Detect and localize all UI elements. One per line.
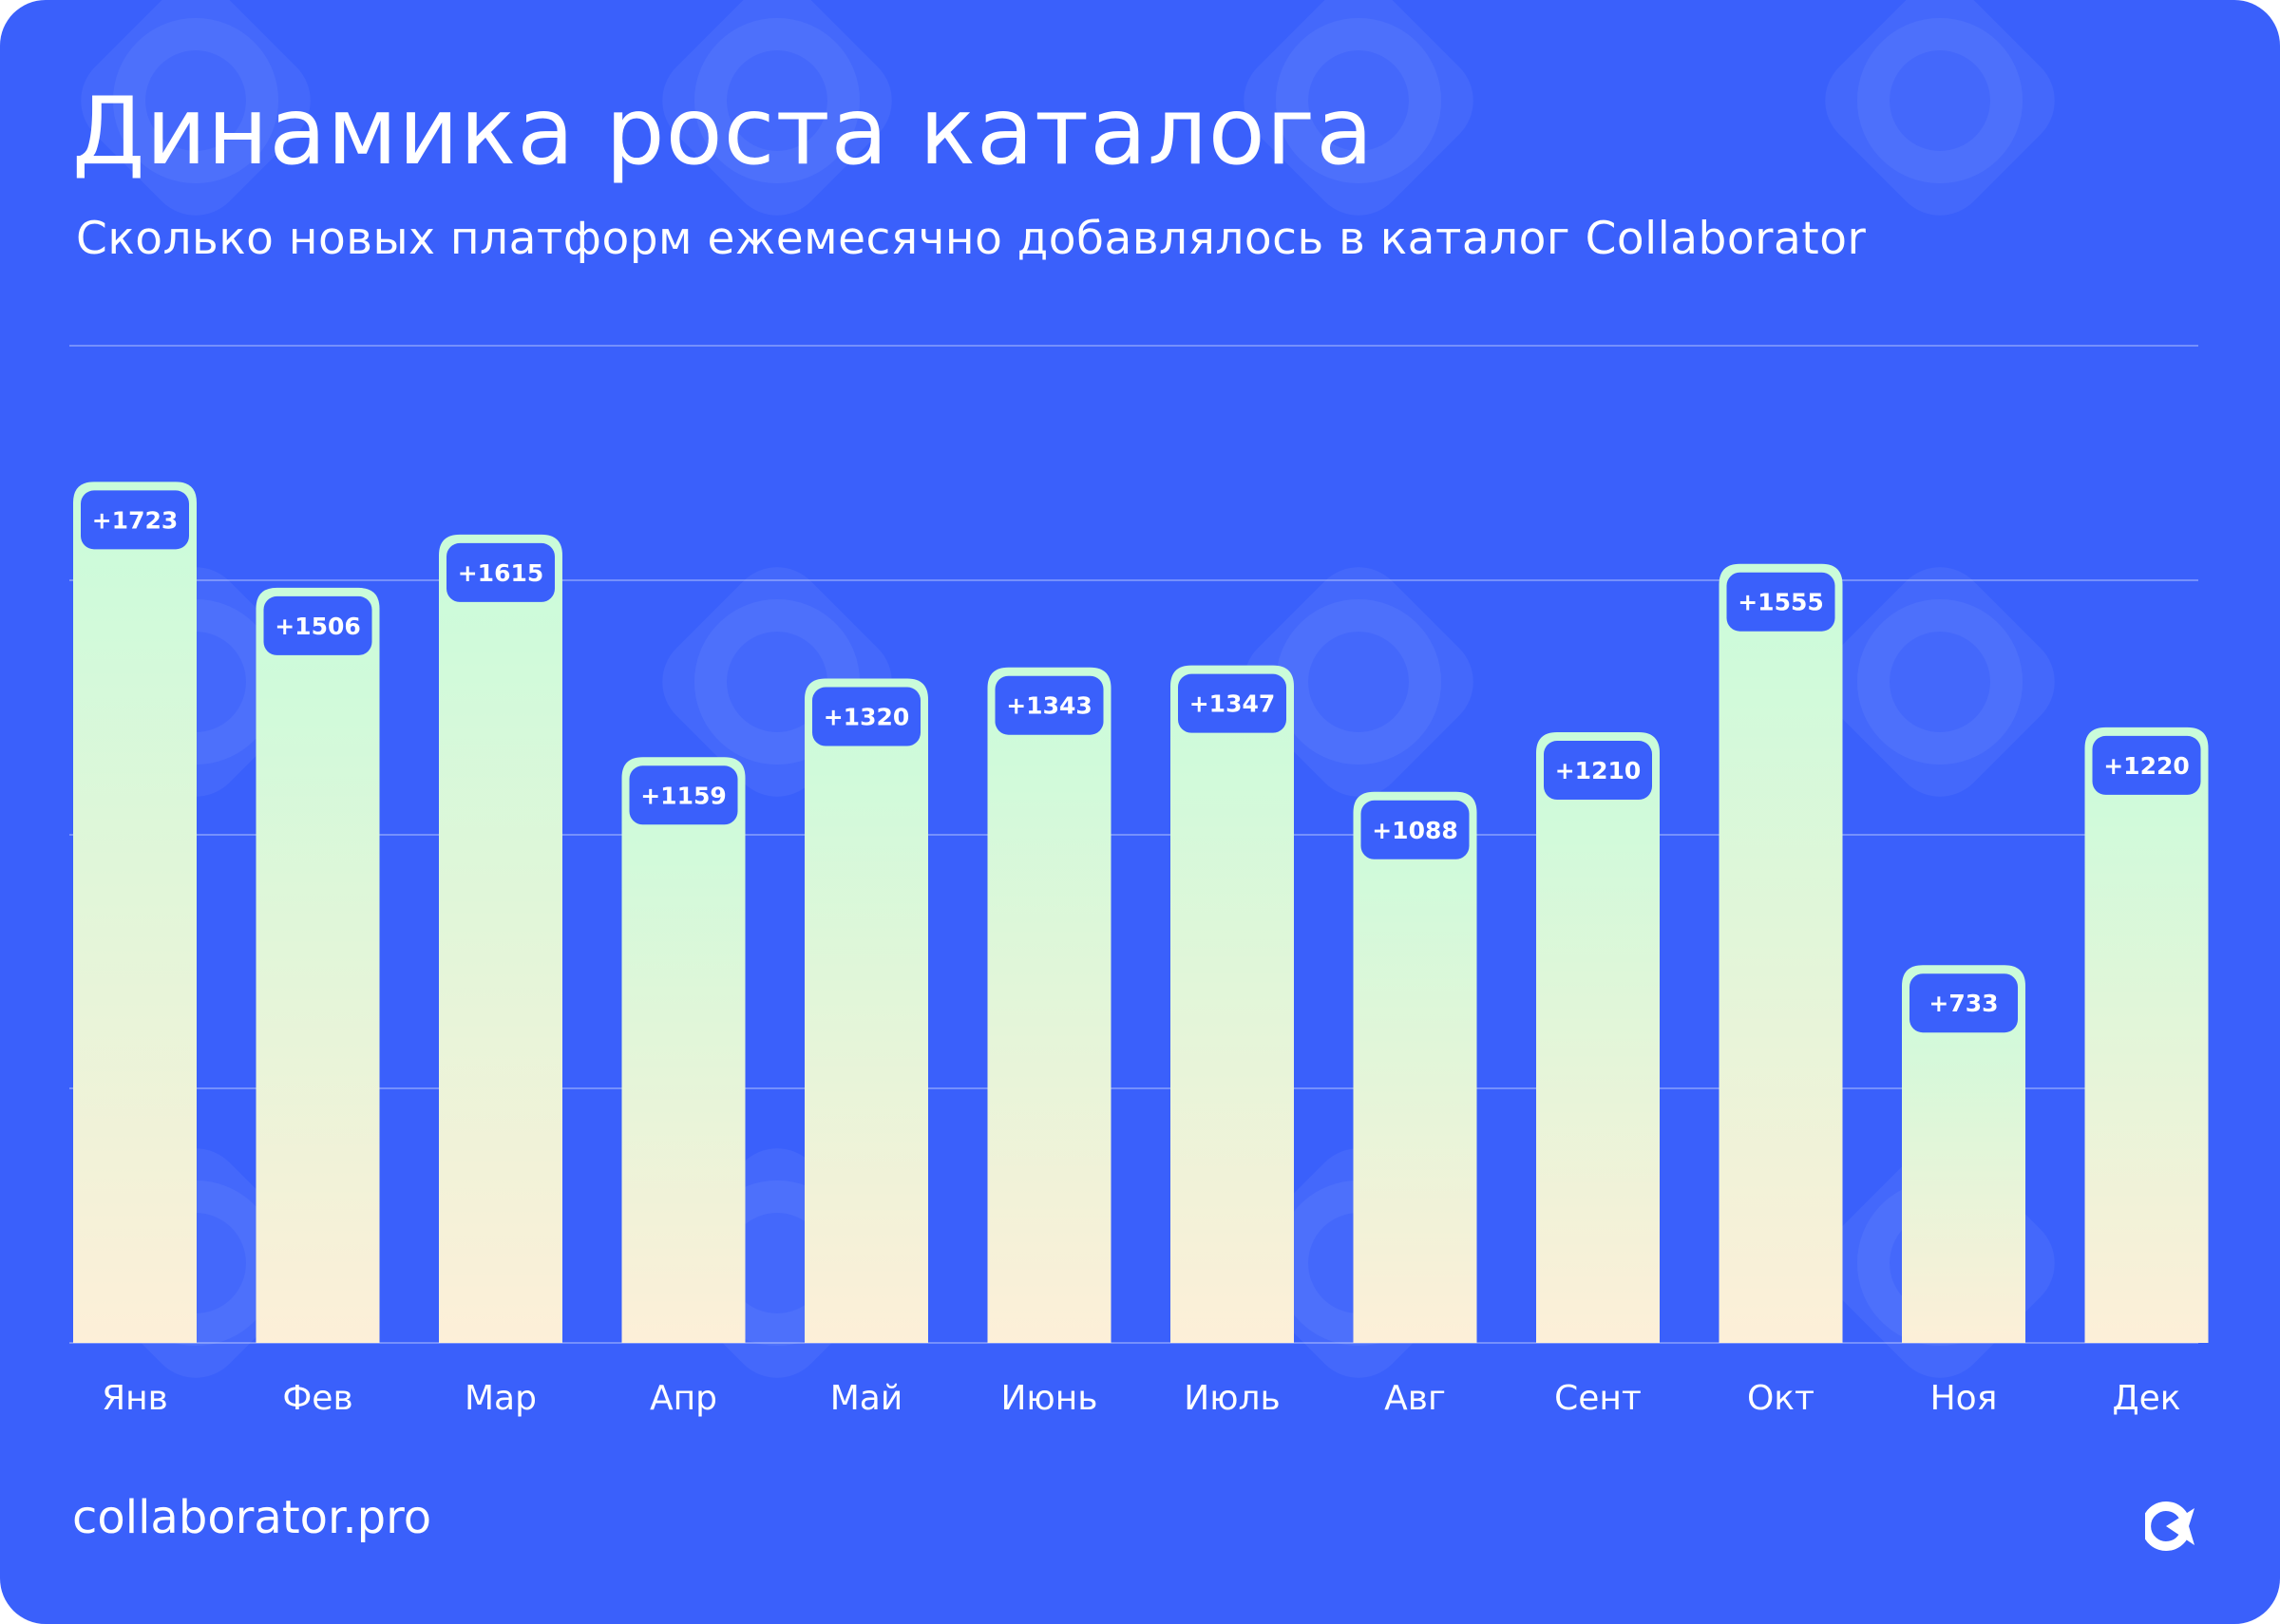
x-tick-label: Фев (282, 1379, 352, 1418)
data-label: +1320 (824, 704, 910, 731)
bar (1719, 563, 1843, 1343)
x-tick-label: Ноя (1930, 1379, 1998, 1418)
data-label-box (629, 765, 738, 825)
bar (256, 587, 380, 1343)
data-label: +1555 (1738, 589, 1824, 616)
x-tick-label: Окт (1747, 1379, 1814, 1418)
x-tick-label: Апр (650, 1379, 717, 1418)
bar (1902, 965, 2025, 1343)
data-label-box (995, 675, 1104, 735)
bar (621, 757, 746, 1343)
data-label-box (1726, 572, 1835, 632)
data-label: +733 (1928, 990, 1998, 1017)
bar (1170, 665, 1294, 1343)
bar (439, 534, 562, 1343)
x-tick-label: Дек (2112, 1379, 2180, 1418)
x-tick-label: Мар (465, 1379, 537, 1418)
bar (2084, 727, 2209, 1343)
data-label-box (1360, 800, 1470, 859)
bar (987, 667, 1112, 1343)
data-label: +1220 (2103, 752, 2190, 780)
data-label: +1159 (640, 782, 727, 809)
chart-title: Динамика роста каталога (72, 78, 1375, 186)
data-label: +1343 (1006, 692, 1092, 720)
x-tick-label: Янв (102, 1379, 168, 1418)
bar (73, 482, 197, 1343)
data-label-box (81, 490, 189, 550)
data-label: +1615 (458, 559, 544, 587)
x-tick-label: Сент (1554, 1379, 1642, 1418)
footer-url[interactable]: collaborator.pro (72, 1491, 432, 1544)
data-label: +1088 (1372, 817, 1458, 844)
data-label-box (1178, 673, 1286, 733)
data-label: +1210 (1555, 757, 1642, 784)
data-label: +1723 (92, 506, 179, 534)
bar (1536, 732, 1660, 1343)
data-label: +1506 (275, 613, 361, 640)
data-label-box (1544, 741, 1652, 801)
x-tick-label: Май (830, 1379, 903, 1418)
chart-subtitle: Сколько новых платформ ежемесячно добавл… (76, 213, 1867, 265)
data-label-box (1910, 973, 2018, 1033)
collaborator-logo-icon (2145, 1501, 2194, 1551)
data-label-box (812, 687, 921, 746)
x-tick-label: Авг (1384, 1379, 1446, 1418)
bar (1353, 791, 1477, 1343)
data-label-box (263, 595, 372, 655)
data-label: +1347 (1189, 690, 1276, 718)
x-tick-label: Июль (1184, 1379, 1280, 1418)
data-label-box (2092, 735, 2201, 795)
x-tick-label: Июнь (1001, 1379, 1098, 1418)
data-label-box (446, 542, 555, 602)
bar (805, 678, 928, 1343)
